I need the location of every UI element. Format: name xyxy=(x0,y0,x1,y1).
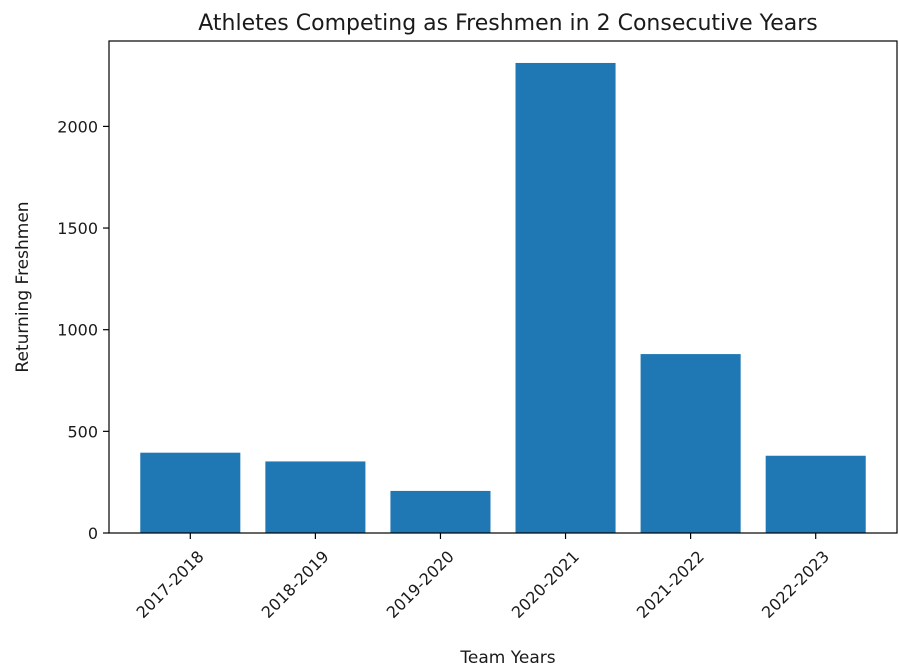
bar-2021-2022 xyxy=(640,354,741,533)
bar-2017-2018 xyxy=(140,452,241,533)
y-tick-label-1000: 1000 xyxy=(57,321,98,340)
bar-2018-2019 xyxy=(265,461,366,533)
y-tick-label-500: 500 xyxy=(67,422,98,441)
chart-title: Athletes Competing as Freshmen in 2 Cons… xyxy=(198,11,817,36)
x-tick-label-2018-2019: 2018-2019 xyxy=(258,547,333,622)
y-tick-label-1500: 1500 xyxy=(57,219,98,238)
x-tick-label-2022-2023: 2022-2023 xyxy=(758,547,833,622)
x-axis-label: Team Years xyxy=(459,648,555,668)
y-axis-label: Returning Freshmen xyxy=(13,201,33,372)
bar-2020-2021 xyxy=(515,62,616,534)
x-tick-label-2021-2022: 2021-2022 xyxy=(633,547,708,622)
bar-2022-2023 xyxy=(765,455,866,533)
axes-frame xyxy=(108,40,898,534)
x-tick-label-2019-2020: 2019-2020 xyxy=(383,547,458,622)
x-tick-label-2017-2018: 2017-2018 xyxy=(133,547,208,622)
bar-2019-2020 xyxy=(390,490,491,533)
plot-area: 0 500 1000 1500 2000 2017-2018 2018-2019 2019-2… xyxy=(57,40,898,622)
y-tick-label-2000: 2000 xyxy=(57,117,98,136)
x-tick-label-2020-2021: 2020-2021 xyxy=(508,547,583,622)
y-tick-label-0: 0 xyxy=(88,524,98,543)
